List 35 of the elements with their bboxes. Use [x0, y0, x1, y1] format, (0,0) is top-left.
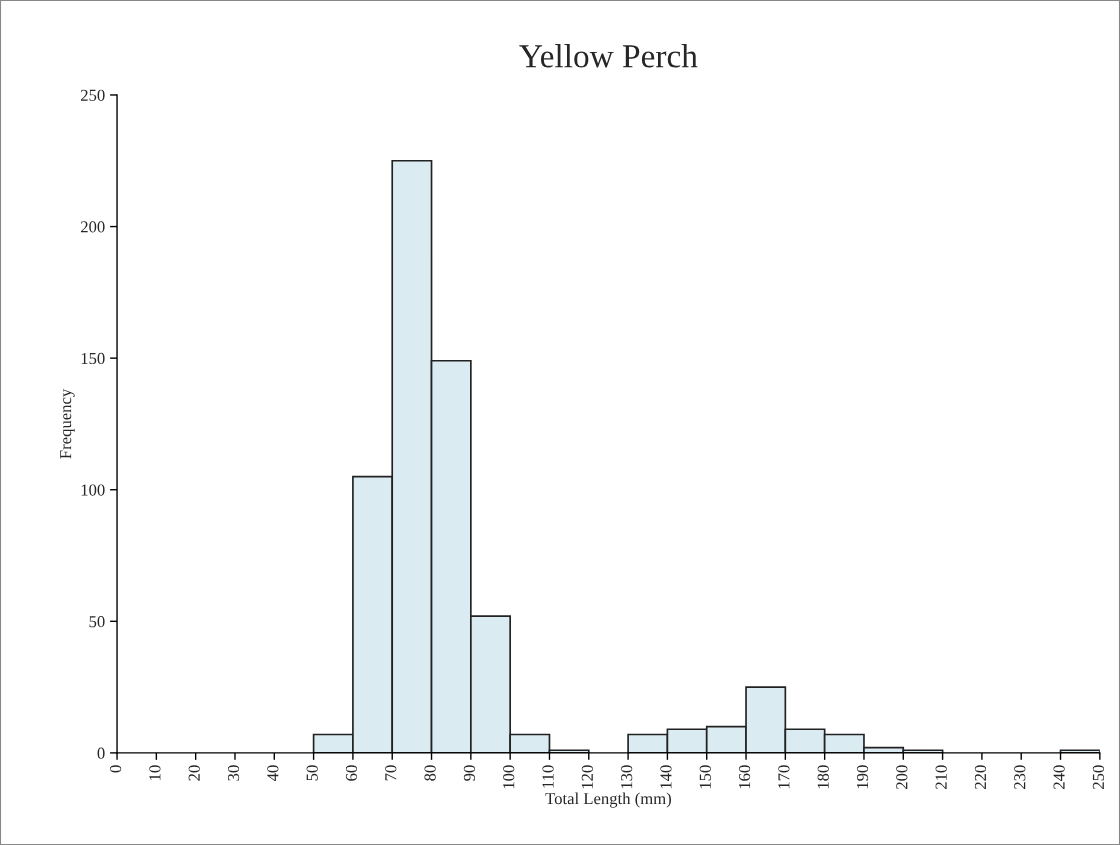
x-tick-label: 30 — [227, 765, 240, 781]
x-tick-label: 190 — [856, 765, 869, 789]
x-tick-label: 150 — [699, 765, 711, 789]
x-tick-label: 230 — [1014, 765, 1026, 789]
x-tick-label: 90 — [463, 765, 476, 781]
x-tick-label: 160 — [738, 765, 751, 789]
x-tick-label: 200 — [896, 765, 908, 789]
x-tick-label: 240 — [1053, 765, 1065, 789]
x-tick-label: 20 — [188, 765, 200, 781]
x-tick-label: 40 — [267, 765, 279, 782]
x-tick-label: 10 — [149, 765, 161, 780]
x-tick-label: 60 — [345, 765, 358, 781]
x-tick-label: 140 — [660, 765, 672, 789]
x-tick-label: 70 — [385, 765, 397, 781]
y-tick-label: 200 — [80, 221, 105, 233]
x-tick-label: 120 — [581, 765, 593, 789]
y-axis-title: Frequency — [60, 388, 75, 459]
x-tick-label: 180 — [817, 765, 829, 789]
y-tick-label: 0 — [97, 747, 105, 759]
x-tick-label: 130 — [621, 765, 633, 789]
x-tick-label: 80 — [424, 765, 436, 781]
y-tick-label: 100 — [81, 484, 105, 496]
x-tick-label: 220 — [974, 765, 987, 789]
chart-title: Yellow Perch — [519, 44, 698, 68]
y-tick-label: 250 — [80, 89, 105, 101]
x-tick-label: 210 — [935, 765, 947, 789]
y-tick-label: 150 — [81, 352, 105, 365]
x-tick-label: 110 — [542, 765, 554, 788]
x-tick-label: 250 — [1092, 765, 1105, 789]
x-tick-label: 170 — [778, 765, 790, 789]
x-tick-label: 50 — [306, 765, 318, 781]
y-tick-label: 50 — [89, 616, 105, 628]
x-tick-label: 100 — [503, 765, 515, 789]
x-axis-title: Total Length (mm) — [545, 792, 671, 808]
x-tick-label: 0 — [109, 765, 122, 773]
